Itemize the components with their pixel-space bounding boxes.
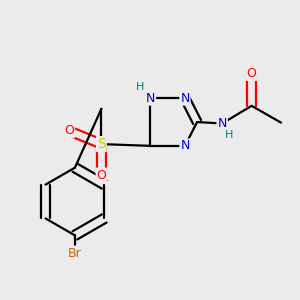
- Text: N: N: [146, 92, 155, 105]
- Text: H: H: [136, 82, 144, 92]
- Text: N: N: [180, 139, 190, 152]
- Text: O: O: [247, 67, 256, 80]
- Text: S: S: [97, 137, 106, 151]
- Text: O: O: [64, 124, 74, 137]
- Text: N: N: [180, 92, 190, 105]
- Text: H: H: [225, 130, 234, 140]
- Text: Br: Br: [68, 247, 82, 260]
- Text: O: O: [97, 169, 106, 182]
- Text: N: N: [218, 117, 227, 130]
